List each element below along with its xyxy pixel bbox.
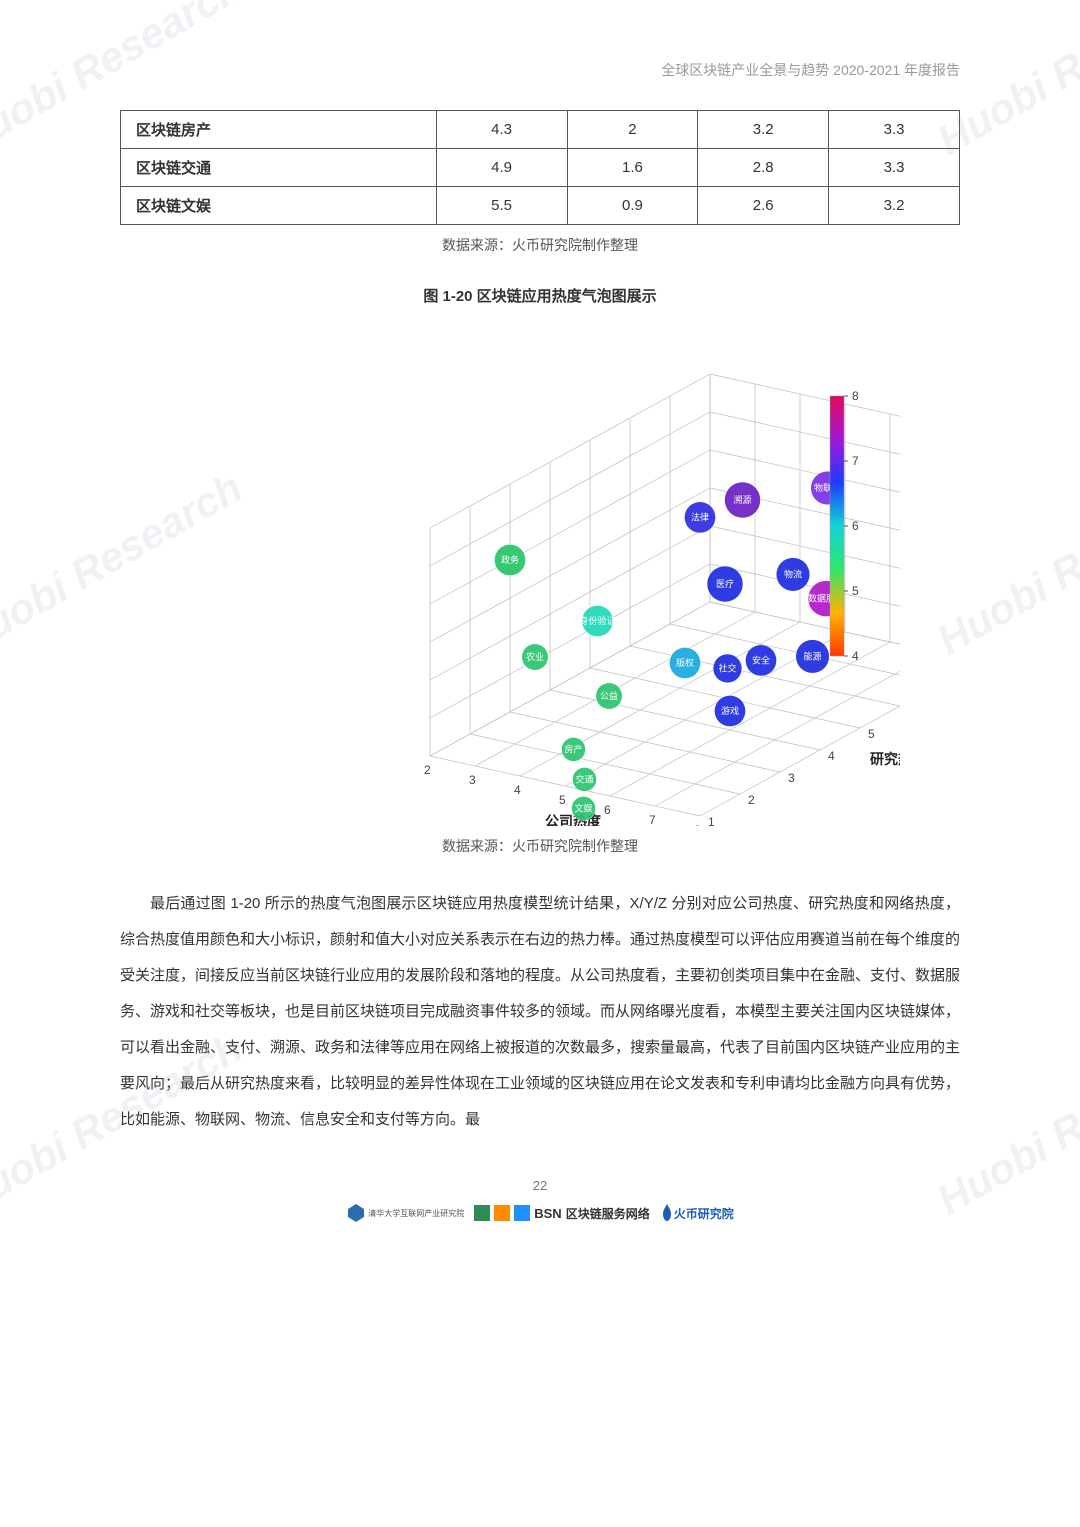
- svg-text:4: 4: [828, 749, 835, 763]
- svg-text:8: 8: [852, 389, 859, 403]
- svg-text:研究热度: 研究热度: [870, 751, 900, 767]
- flame-icon: [660, 1204, 674, 1222]
- page-header: 全球区块链产业全景与趋势 2020-2021 年度报告: [120, 60, 960, 80]
- svg-text:2: 2: [748, 793, 755, 807]
- svg-text:1: 1: [708, 815, 715, 826]
- table-row: 区块链交通4.91.62.83.3: [121, 149, 960, 187]
- svg-text:7: 7: [852, 454, 859, 468]
- huobi-text: 火币研究院: [674, 1205, 734, 1222]
- svg-text:4: 4: [852, 649, 859, 663]
- svg-text:能源: 能源: [803, 650, 821, 661]
- svg-text:物流: 物流: [784, 568, 802, 579]
- bsn-label: BSN: [534, 1206, 561, 1221]
- svg-text:8: 8: [694, 823, 701, 826]
- bsn-full: 区块链服务网络: [566, 1205, 650, 1222]
- svg-text:6: 6: [852, 519, 859, 533]
- bubble-chart: 2345678123456783456789公司热度研究热度网络热度文娱交通房产…: [120, 326, 960, 826]
- data-table: 区块链房产4.323.23.3区块链交通4.91.62.83.3区块链文娱5.5…: [120, 110, 960, 225]
- svg-text:公益: 公益: [600, 690, 618, 701]
- svg-text:房产: 房产: [564, 743, 582, 754]
- svg-text:溯源: 溯源: [733, 494, 751, 505]
- svg-text:7: 7: [649, 813, 656, 826]
- svg-text:6: 6: [604, 803, 611, 817]
- footer-logos: 清华大学互联网产业研究院 BSN 区块链服务网络 火币研究院: [120, 1203, 960, 1223]
- svg-text:5: 5: [852, 584, 859, 598]
- svg-text:农业: 农业: [526, 651, 544, 662]
- svg-text:5: 5: [559, 793, 566, 807]
- svg-text:安全: 安全: [752, 654, 770, 665]
- svg-text:3: 3: [788, 771, 795, 785]
- figure-title: 图 1-20 区块链应用热度气泡图展示: [120, 285, 960, 306]
- figure-source: 数据来源：火币研究院制作整理: [120, 836, 960, 856]
- svg-text:身份验证: 身份验证: [579, 615, 615, 626]
- table-row: 区块链文娱5.50.92.63.2: [121, 187, 960, 225]
- svg-text:5: 5: [868, 727, 875, 741]
- svg-text:游戏: 游戏: [721, 705, 739, 716]
- hexagon-icon: [346, 1203, 366, 1223]
- svg-text:3: 3: [469, 773, 476, 787]
- svg-text:4: 4: [514, 783, 521, 797]
- svg-text:法律: 法律: [691, 511, 709, 522]
- page-number: 22: [120, 1178, 960, 1193]
- logo-tsinghua-text: 清华大学互联网产业研究院: [368, 1208, 464, 1219]
- svg-text:医疗: 医疗: [716, 578, 734, 589]
- table-source: 数据来源：火币研究院制作整理: [120, 235, 960, 255]
- table-row: 区块链房产4.323.23.3: [121, 111, 960, 149]
- logo-bsn: BSN 区块链服务网络: [474, 1205, 649, 1222]
- svg-text:2: 2: [424, 763, 431, 777]
- logo-huobi: 火币研究院: [660, 1204, 734, 1222]
- svg-text:交通: 交通: [575, 773, 593, 784]
- logo-tsinghua: 清华大学互联网产业研究院: [346, 1203, 464, 1223]
- svg-text:社交: 社交: [718, 662, 736, 673]
- body-paragraph: 最后通过图 1-20 所示的热度气泡图展示区块链应用热度模型统计结果，X/Y/Z…: [120, 886, 960, 1138]
- svg-text:文娱: 文娱: [574, 802, 592, 813]
- svg-text:政务: 政务: [501, 554, 519, 565]
- svg-text:版权: 版权: [676, 657, 694, 668]
